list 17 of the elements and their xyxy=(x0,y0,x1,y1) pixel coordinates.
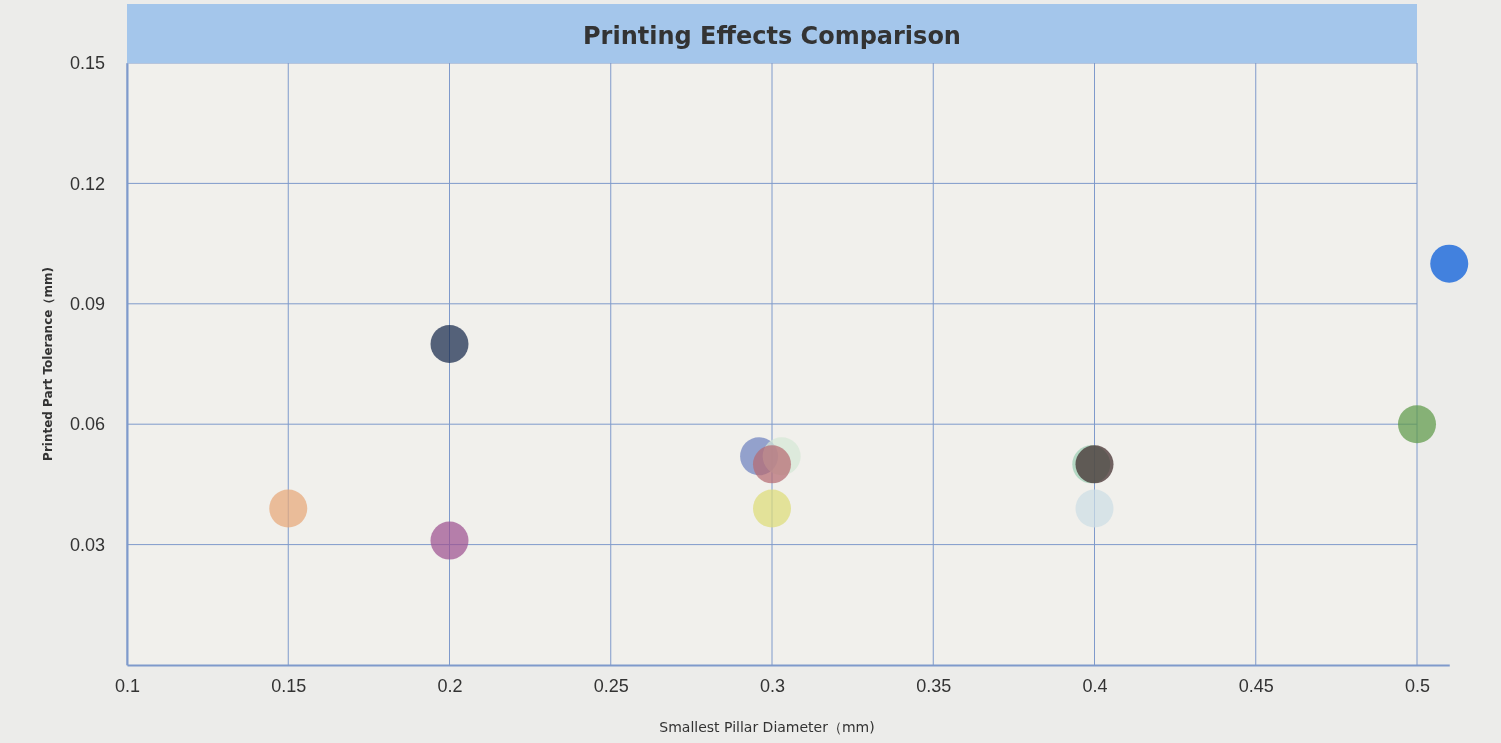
x-tick-label: 0.25 xyxy=(593,675,629,696)
y-tick-label: 0.09 xyxy=(69,294,105,315)
y-tick-label: 0.03 xyxy=(69,534,105,555)
x-tick-label: 0.1 xyxy=(114,675,141,696)
y-tick-label: 0.15 xyxy=(69,53,105,74)
x-tick-label: 0.15 xyxy=(271,675,307,696)
x-tick-label: 0.5 xyxy=(1404,675,1431,696)
y-axis-title: Printed Part Tolerance（mm) xyxy=(41,267,55,461)
y-tick-label: 0.06 xyxy=(69,414,105,435)
chart-title: Printing Effects Comparison xyxy=(583,22,961,50)
x-tick-label: 0.45 xyxy=(1238,675,1274,696)
x-tick-label: 0.35 xyxy=(916,675,952,696)
x-tick-label: 0.3 xyxy=(759,675,786,696)
x-tick-label: 0.4 xyxy=(1082,675,1108,696)
x-axis-title: Smallest Pillar Diameter（mm) xyxy=(659,719,875,735)
y-tick-label: 0.12 xyxy=(69,173,105,194)
x-tick-label: 0.2 xyxy=(437,675,463,696)
